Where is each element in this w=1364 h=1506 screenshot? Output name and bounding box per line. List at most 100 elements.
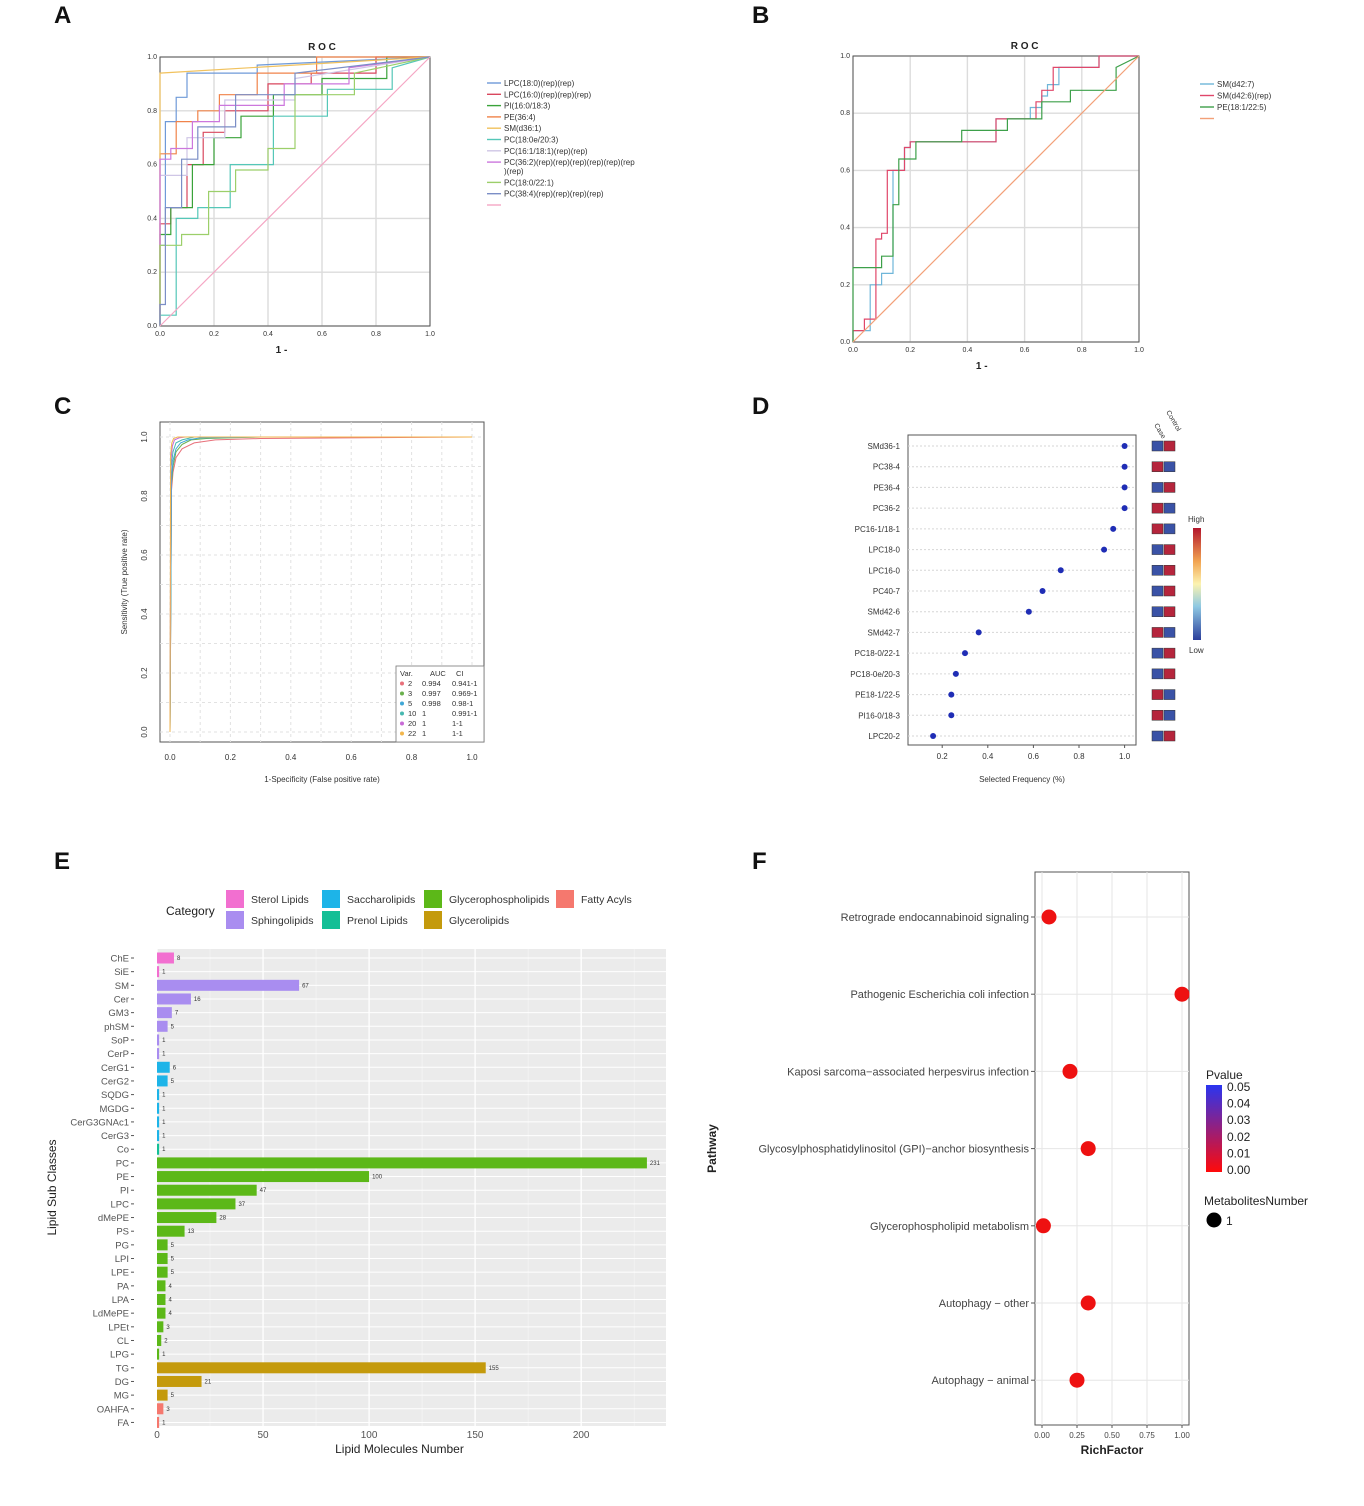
roc-chart-c: 0.0 0.2 0.4 0.6 0.8 1.0 0.0 0.2 0.4 0.6 0.8 1.0 1-Sp… <box>120 421 485 784</box>
y-axis-label: Pathway <box>705 1124 719 1173</box>
x-tick-label: 0.8 <box>1073 752 1085 761</box>
category-label: LPC <box>111 1199 130 1210</box>
category-label: OAHFA <box>97 1404 130 1415</box>
frequency-point <box>1025 608 1032 615</box>
panel-letter-d: D <box>752 393 770 420</box>
bar-value-label: 8 <box>177 956 181 962</box>
y-tick-label: 0.8 <box>147 108 157 115</box>
category-label: TG <box>116 1363 129 1374</box>
x-tick-label: 0.4 <box>285 753 297 762</box>
heat-cell-case <box>1151 565 1164 576</box>
legend-ci: 0.98-1 <box>452 699 473 708</box>
heat-cell-control <box>1163 585 1176 597</box>
heat-cell-control <box>1163 461 1176 472</box>
x-axis-label: RichFactor <box>1081 1443 1144 1457</box>
lipid-bar <box>157 1143 160 1155</box>
row-label: PE18-1/22-5 <box>855 691 900 700</box>
legend-label: Glycerolipids <box>449 915 509 927</box>
plot-frame <box>907 434 1137 746</box>
frequency-point <box>975 629 982 636</box>
lipid-bar <box>157 1048 160 1060</box>
color-scale-bar <box>1193 528 1201 640</box>
bar-value-label: 4 <box>168 1311 172 1317</box>
frequency-point <box>1057 567 1064 574</box>
lipid-bar <box>157 1239 168 1251</box>
bar-value-label: 6 <box>173 1065 177 1071</box>
roc-curve <box>852 55 1140 343</box>
y-tick-label: 0.8 <box>140 490 149 502</box>
pathway-point <box>1062 1063 1078 1079</box>
legend-marker <box>400 721 404 726</box>
legend-ci: 1-1 <box>452 729 463 738</box>
lipid-bar <box>157 1157 647 1169</box>
heat-cell-case <box>1151 502 1164 514</box>
x-axis-label: 1 - <box>976 361 988 372</box>
y-tick-label: 0.0 <box>140 726 149 738</box>
category-label: FA <box>117 1418 129 1429</box>
category-label: Co <box>117 1145 129 1156</box>
pathway-point <box>1035 1218 1051 1234</box>
category-label: SiE <box>114 967 129 978</box>
bar-value-label: 1 <box>162 1147 166 1153</box>
x-tick-label: 0.6 <box>1020 347 1030 354</box>
category-label: PC <box>116 1158 129 1169</box>
bar-value-label: 1 <box>162 1352 166 1358</box>
legend-label: Sphingolipids <box>251 915 313 927</box>
frequency-point <box>1121 484 1128 491</box>
frequency-point <box>952 670 959 677</box>
bar-value-label: 231 <box>650 1161 661 1167</box>
category-label: MGDG <box>99 1104 129 1115</box>
x-tick-label: 0.0 <box>164 753 176 762</box>
bar-value-label: 5 <box>171 1243 175 1249</box>
pathway-point <box>1041 909 1057 925</box>
frequency-point <box>948 712 955 719</box>
legend-title: Category <box>166 904 215 918</box>
roc-curve <box>852 55 1140 342</box>
pvalue-tick-label: 0.05 <box>1227 1080 1251 1094</box>
lipid-bar <box>157 1089 160 1101</box>
legend-var: 2 <box>408 679 412 688</box>
legend-marker <box>400 691 404 696</box>
lipid-bar <box>157 952 174 964</box>
x-tick-label: 0.8 <box>406 753 418 762</box>
legend-label: LPC(16:0)(rep)(rep)(rep) <box>504 90 591 99</box>
lipid-bar <box>157 1389 168 1401</box>
x-tick-label: 1.0 <box>1134 347 1144 354</box>
category-label: Cer <box>114 994 129 1005</box>
lipid-bar <box>157 1348 160 1360</box>
legend-swatch <box>322 911 340 929</box>
heat-cell-case <box>1151 544 1164 555</box>
y-tick-label: 0.4 <box>140 608 149 620</box>
roc-curve <box>159 56 431 327</box>
lipid-bar <box>157 993 191 1005</box>
x-tick-label: 0.0 <box>155 331 165 338</box>
pathway-chart-f: Retrograde endocannabinoid signaling Path… <box>705 871 1308 1457</box>
bar-value-label: 1 <box>162 1038 166 1044</box>
lipid-bar <box>157 1171 370 1183</box>
legend-var: 10 <box>408 709 416 718</box>
lipid-bar <box>157 1061 170 1073</box>
bar-value-label: 4 <box>168 1284 172 1290</box>
roc-curve <box>159 56 431 326</box>
category-label: PG <box>115 1240 129 1251</box>
heat-cell-case <box>1151 710 1164 721</box>
legend-label: PC(18:0/22:1) <box>504 178 554 187</box>
lipid-bar <box>157 1102 160 1114</box>
bar-value-label: 1 <box>162 1106 166 1112</box>
x-tick-label: 150 <box>467 1430 484 1441</box>
column-header-case: Case <box>1152 423 1166 441</box>
bar-value-label: 7 <box>175 1011 179 1017</box>
legend-label: )(rep) <box>504 167 524 176</box>
category-label: LPA <box>112 1295 130 1306</box>
x-tick-label: 50 <box>257 1430 269 1441</box>
heat-cell-control <box>1163 482 1176 493</box>
legend-ci: 1-1 <box>452 719 463 728</box>
bar-value-label: 21 <box>205 1379 212 1385</box>
heat-cell-case <box>1151 647 1164 659</box>
legend-swatch <box>424 911 442 929</box>
category-label: SQDG <box>101 1090 129 1101</box>
pathway-point <box>1080 1141 1096 1157</box>
category-label: phSM <box>104 1022 129 1033</box>
row-label: PI16-0/18-3 <box>858 711 900 720</box>
bar-value-label: 5 <box>171 1393 175 1399</box>
